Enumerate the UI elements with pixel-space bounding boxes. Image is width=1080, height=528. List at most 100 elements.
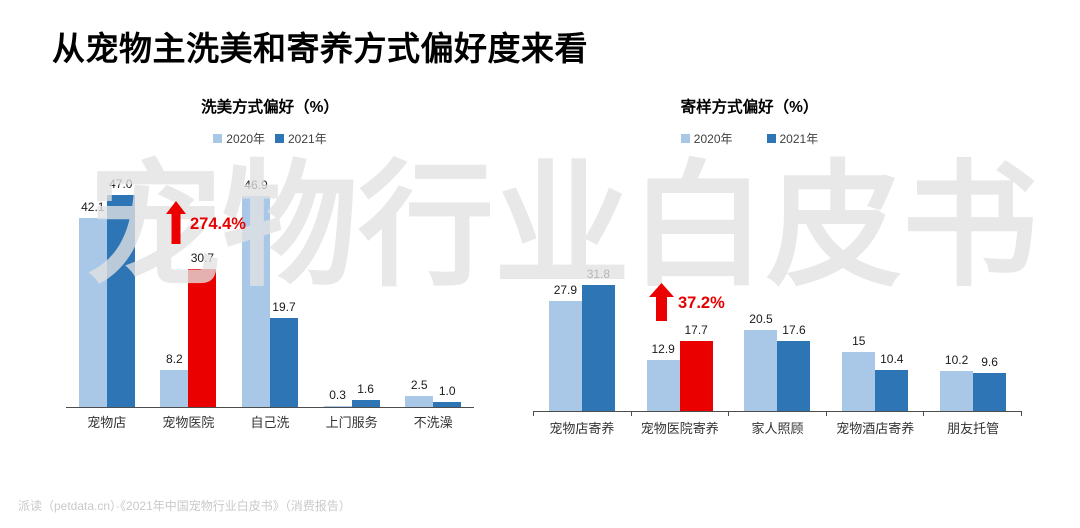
bar-value-label: 12.9 (651, 342, 675, 356)
bar-value-label: 15 (852, 334, 866, 348)
plot-area: 27.9 31.8 12.9 17.7 20.5 17.6 15 10.4 10.2 9.6 (533, 211, 1022, 411)
legend-swatch-2021 (766, 134, 776, 143)
bar (842, 352, 876, 411)
up-arrow-icon (166, 201, 186, 244)
page-title: 从宠物主洗美和寄养方式偏好度来看 (52, 30, 588, 67)
bar (433, 402, 462, 407)
bar (744, 330, 778, 411)
bar-value-label: 19.7 (272, 300, 296, 314)
bar-value-label: 46.9 (244, 178, 268, 192)
bar-value-label: 10.4 (880, 352, 904, 366)
bar-with-label: 8.2 (160, 352, 189, 407)
bar-group: 12.9 17.7 (631, 323, 729, 411)
legend-swatch-2021 (275, 134, 284, 143)
legend-item-2021: 2021年 (275, 130, 327, 147)
wash-chart-title: 洗美方式偏好（%） (201, 99, 339, 116)
boarding-preference-chart: 寄样方式偏好（%） 2020年 2021年 27.9 31.8 12.9 17.7 20… (533, 95, 1022, 440)
legend-item-2021: 2021年 (766, 130, 819, 147)
legend-item-2020: 2020年 (213, 130, 265, 147)
category-labels: 宠物店 宠物医院 自己洗 上门服务 不洗澡 (66, 412, 474, 431)
bar-with-label: 31.8 (581, 267, 615, 411)
bar (106, 195, 135, 407)
bar (581, 285, 615, 411)
bar (405, 396, 434, 407)
bar-with-label: 10.4 (875, 352, 909, 411)
bar-with-label: 47.0 (106, 177, 135, 407)
bar-with-label: 27.9 (548, 283, 582, 411)
bar-with-label: 46.9 (241, 178, 270, 407)
category-label: 上门服务 (325, 415, 378, 430)
legend-swatch-2020 (680, 134, 690, 143)
legend-label-2021: 2021年 (288, 132, 327, 146)
tick (630, 411, 729, 416)
bar-with-label: 20.5 (744, 312, 778, 411)
tick (923, 411, 1022, 416)
bar-with-label: 19.7 (269, 300, 298, 407)
bar-with-label: 1.6 (351, 382, 380, 407)
x-axis-line (533, 411, 1022, 412)
bar-group: 2.5 1.0 (392, 378, 474, 407)
bar-group: 10.2 9.6 (924, 353, 1022, 411)
growth-value: 37.2% (678, 294, 725, 312)
bar-value-label: 1.0 (438, 384, 456, 398)
bar-with-label: 15 (842, 334, 876, 411)
category-labels: 宠物店寄养 宠物医院寄养 家人照顾 宠物酒店寄养 朋友托管 (533, 418, 1022, 437)
bar (78, 218, 107, 407)
bar-highlighted (679, 341, 713, 411)
boarding-chart-title: 寄样方式偏好（%） (680, 99, 819, 116)
bar-with-label: 0.3 (323, 388, 352, 407)
boarding-chart-legend: 2020年 2021年 (505, 130, 994, 147)
bar (241, 196, 270, 407)
tick (728, 411, 826, 416)
x-axis-line (66, 407, 474, 408)
bar (646, 360, 680, 411)
bar (160, 370, 189, 407)
bar-group: 27.9 31.8 (533, 267, 631, 411)
bar (940, 371, 974, 411)
bar-group: 15 10.4 (826, 334, 924, 411)
bar-with-label: 42.1 (78, 200, 107, 407)
bar (973, 373, 1007, 411)
category-label: 自己洗 (250, 415, 290, 430)
bar-with-label: 10.2 (940, 353, 974, 411)
category-label: 朋友托管 (947, 421, 1000, 436)
bar (269, 318, 298, 407)
category-label: 不洗澡 (413, 415, 453, 430)
tick (533, 411, 631, 416)
legend-label-2021: 2021年 (779, 132, 819, 146)
bar-with-label: 17.6 (777, 323, 811, 411)
bar-highlighted (188, 269, 217, 407)
bar-value-label: 17.7 (684, 323, 708, 337)
bar-value-label: 27.9 (553, 283, 578, 297)
growth-annotation: 37.2% (649, 283, 725, 321)
up-arrow-icon (649, 283, 674, 321)
wash-preference-chart: 洗美方式偏好（%） 2020年 2021年 42.1 47.0 8.2 30.7 46.… (66, 95, 474, 440)
legend-label-2020: 2020年 (226, 132, 265, 146)
category-label: 宠物医院 (162, 415, 215, 430)
category-label: 宠物医院寄养 (640, 421, 719, 436)
source-note: 派读（petdata.cn）·《2021年中国宠物行业白皮书》（消费报告） (18, 499, 351, 513)
bar-with-label: 2.5 (405, 378, 434, 407)
category-label: 宠物店 (87, 415, 127, 430)
category-label: 宠物店寄养 (549, 421, 615, 436)
x-axis-ticks (533, 411, 1022, 416)
bar-value-label: 1.6 (357, 382, 374, 396)
bar (875, 370, 909, 411)
category-label: 宠物酒店寄养 (836, 421, 915, 436)
tick (825, 411, 924, 416)
bar-group: 20.5 17.6 (729, 312, 827, 411)
bar-with-label: 30.7 (188, 251, 217, 407)
bar-group: 0.3 1.6 (311, 382, 393, 407)
bar-value-label: 8.2 (166, 352, 183, 366)
bar-with-label: 1.0 (433, 384, 462, 407)
legend-item-2020: 2020年 (680, 130, 733, 147)
legend-label-2020: 2020年 (693, 132, 733, 146)
bar-value-label: 0.3 (329, 388, 346, 402)
bar (323, 406, 352, 407)
bar-value-label: 9.6 (981, 355, 998, 369)
bar (777, 341, 811, 411)
bar-group: 42.1 47.0 (66, 177, 148, 407)
wash-chart-legend: 2020年 2021年 (66, 130, 474, 147)
bar-value-label: 42.1 (81, 200, 105, 214)
plot-area: 42.1 47.0 8.2 30.7 46.9 19.7 0.3 1.6 2.5 1.0 (66, 147, 474, 407)
